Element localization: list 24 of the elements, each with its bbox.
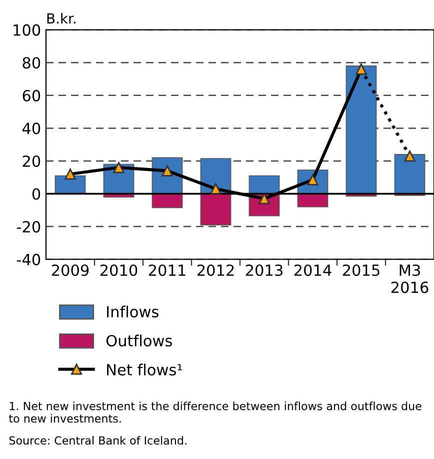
legend-label: Inflows bbox=[107, 306, 158, 318]
x-tick-label: 2009 bbox=[52, 264, 89, 276]
legend-label: Net flows¹ bbox=[107, 364, 182, 376]
y-tick-label: 100 bbox=[14, 24, 40, 36]
legend-label: Outflows bbox=[106, 334, 172, 346]
x-tick-label: 2013 bbox=[246, 264, 282, 276]
x-tick-label: 2012 bbox=[197, 264, 234, 276]
y-tick-label: 20 bbox=[22, 155, 40, 167]
y-tick-label: -40 bbox=[16, 254, 40, 266]
x-tick-label: 2014 bbox=[294, 264, 332, 276]
bar bbox=[346, 65, 377, 194]
y-tick-label: -20 bbox=[16, 221, 40, 233]
y-tick-label: 0 bbox=[32, 188, 40, 200]
source-note: Source: Central Bank of Iceland. bbox=[9, 436, 186, 445]
y-tick-label: 80 bbox=[22, 57, 40, 69]
text: 1. Net new investment is the difference between inflows and outflows due to new investments. bbox=[8, 402, 422, 423]
x-tick-label: 2011 bbox=[148, 264, 186, 276]
y-axis-title: B.kr. bbox=[47, 12, 76, 24]
x-tick-label: M3 2016 bbox=[391, 264, 428, 294]
x-tick-label: 2010 bbox=[100, 264, 138, 276]
y-tick-label: 60 bbox=[22, 90, 40, 102]
bar bbox=[394, 154, 426, 194]
y-tick-label: 40 bbox=[22, 122, 40, 134]
x-tick-label: 2015 bbox=[342, 264, 380, 276]
